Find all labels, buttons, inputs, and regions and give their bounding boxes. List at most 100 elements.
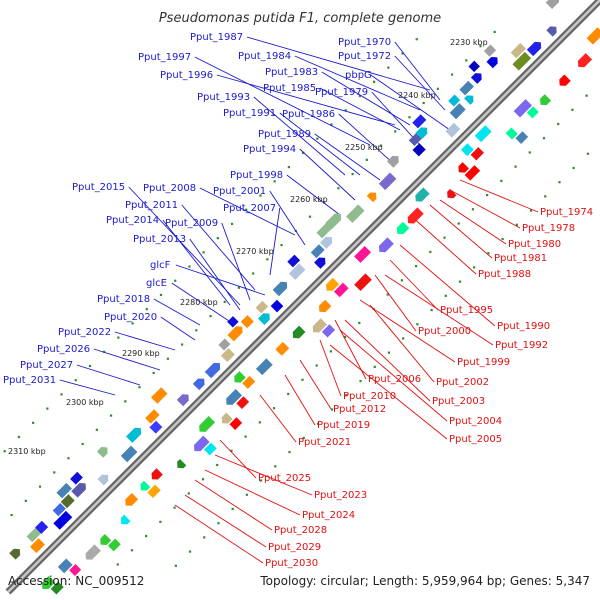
tick-mark [515, 223, 518, 226]
tick-mark [209, 315, 212, 318]
gene-block [147, 484, 161, 498]
tick-mark [24, 499, 27, 502]
gene-block [312, 318, 328, 333]
tick-mark [230, 222, 234, 226]
gene-block [326, 277, 340, 291]
leader-line [371, 91, 421, 146]
gene-label: Pput_2015 [72, 182, 125, 193]
gene-block [204, 442, 217, 456]
leader-line [279, 112, 361, 176]
gene-block [220, 348, 235, 363]
tick-mark [287, 392, 290, 396]
kbp-label: 2260 kbp [290, 195, 328, 204]
gene-block [145, 409, 160, 424]
tick-mark [365, 158, 368, 161]
tick-mark [67, 457, 70, 460]
leader-line [153, 298, 201, 326]
gene-arrow [545, 0, 560, 9]
gene-block [449, 103, 466, 120]
tick-mark [430, 308, 433, 312]
tick-mark [450, 73, 454, 76]
gene-label: Pput_1995 [440, 305, 493, 316]
gene-block [125, 492, 139, 506]
tick-mark [387, 66, 390, 69]
leader-line [246, 36, 431, 91]
tick-mark [202, 251, 205, 254]
tick-mark [273, 180, 276, 183]
leader-line [294, 55, 421, 111]
leader-line [199, 187, 296, 236]
tick-mark [301, 378, 304, 381]
gene-label: Pput_1994 [243, 144, 296, 155]
gene-block [292, 325, 306, 339]
tick-mark [444, 294, 447, 297]
tick-mark [259, 194, 262, 197]
tick-mark [166, 357, 170, 360]
kbp-label-layer: 2230 kbp 2240 kbp 2250 kbp 2260 kbp 2270 kbp… [8, 38, 488, 456]
leader-line [253, 96, 346, 176]
tick-mark [402, 337, 405, 340]
gene-block [412, 143, 426, 157]
gene-label: Pput_2024 [302, 510, 355, 521]
leader-line [389, 259, 439, 311]
tick-mark [32, 421, 35, 424]
gene-arrow [9, 548, 21, 560]
tick-mark [308, 215, 312, 218]
gene-label-layer: Pput_1987 Pput_1997 Pput_1996 Pput_1984 Pput… [3, 32, 593, 569]
leader-line [269, 190, 306, 246]
gene-block [255, 358, 273, 376]
leader-line [338, 113, 396, 166]
tick-mark [95, 428, 98, 431]
leader-line [394, 41, 441, 101]
tick-mark [103, 350, 106, 353]
gene-block [316, 223, 332, 239]
gene-arrow [386, 155, 399, 168]
gene-block [321, 324, 336, 338]
tick-mark [471, 208, 475, 211]
tick-mark [394, 130, 397, 133]
gene-block [177, 458, 187, 469]
gene-block [464, 165, 481, 181]
tick-mark [223, 300, 226, 304]
gene-label: Pput_2005 [449, 434, 502, 445]
gene-block [447, 188, 457, 199]
tick-mark [159, 520, 162, 523]
leader-line [286, 174, 341, 216]
tick-mark [542, 137, 546, 140]
tick-mark [188, 550, 192, 553]
gene-label: Pput_2003 [432, 396, 485, 407]
leader-line [429, 204, 493, 259]
tick-mark [60, 393, 63, 396]
gene-label: Pput_1980 [508, 239, 561, 250]
leader-line [181, 204, 256, 291]
gene-label: Pput_1984 [238, 51, 291, 62]
gene-label: Pput_2018 [97, 294, 150, 305]
tick-mark [557, 122, 560, 126]
tick-mark [479, 45, 482, 48]
gene-arrow [204, 362, 221, 379]
tick-mark [544, 195, 547, 198]
tick-mark [216, 463, 219, 467]
gene-block [234, 371, 246, 383]
gene-label: Pput_1997 [138, 52, 191, 63]
gene-block [53, 510, 73, 530]
gene-block [378, 172, 397, 191]
tick-mark [145, 308, 148, 311]
gene-label: Pput_2029 [268, 542, 321, 553]
gene-block [515, 131, 529, 144]
gene-label: Pput_1996 [160, 70, 213, 81]
leader-line [399, 244, 496, 327]
gene-label: Pput_1999 [457, 357, 510, 368]
gene-label: Pput_1974 [540, 207, 593, 218]
tick-mark [245, 208, 248, 211]
tick-mark [274, 465, 277, 468]
tick-mark [351, 172, 354, 176]
tick-mark [174, 564, 177, 567]
tick-mark [258, 421, 261, 424]
tick-mark [187, 492, 190, 495]
gene-arrow [464, 95, 474, 105]
tick-mark [401, 52, 404, 55]
tick-mark [174, 279, 177, 282]
tick-mark [201, 478, 205, 481]
